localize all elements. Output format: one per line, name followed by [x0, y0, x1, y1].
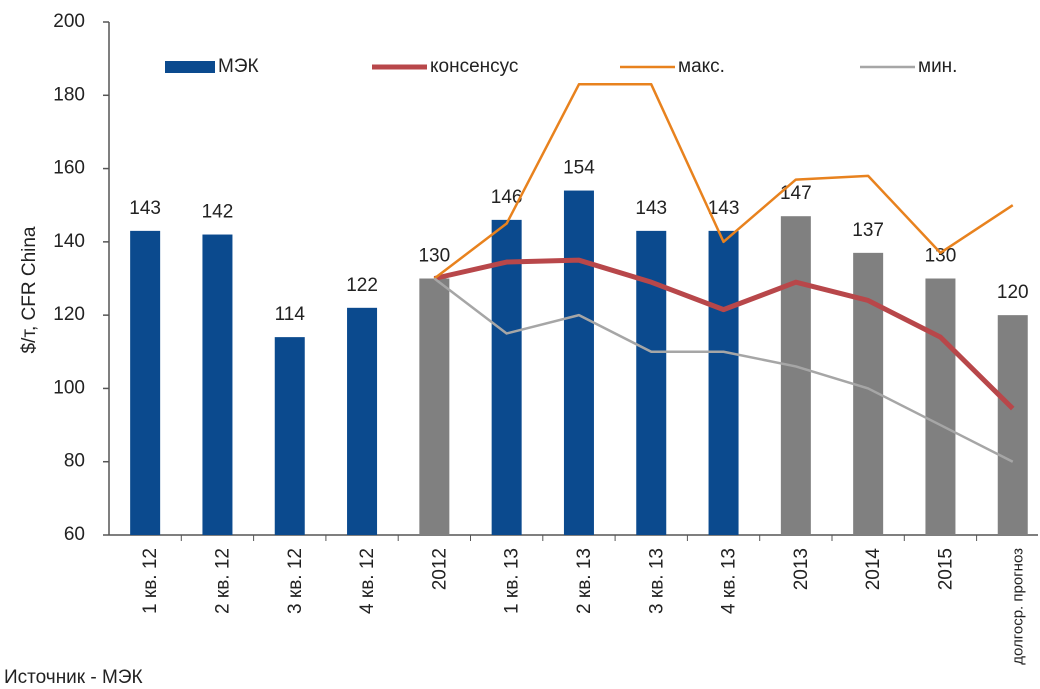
bar	[997, 315, 1028, 535]
bar	[202, 234, 233, 535]
x-tick-label: 4 кв. 13	[719, 548, 740, 614]
data-label: 137	[852, 220, 884, 241]
x-tick-label: 1 кв. 13	[502, 548, 523, 614]
x-tick-label: 2014	[863, 548, 884, 591]
bar	[419, 278, 450, 535]
data-label: 130	[418, 246, 450, 267]
y-tick-label: 200	[53, 11, 85, 32]
bar	[347, 307, 378, 535]
x-tick-label: 2 кв. 12	[212, 548, 233, 614]
y-tick-label: 100	[53, 377, 85, 398]
x-tick-label: 2013	[791, 548, 812, 590]
x-tick-label: 4 кв. 12	[357, 548, 378, 614]
legend-label: МЭК	[218, 56, 259, 77]
bar	[925, 278, 956, 535]
y-tick-label: 60	[64, 524, 85, 545]
line-series	[433, 277, 1014, 463]
y-tick-label: 140	[53, 231, 85, 252]
data-label: 143	[635, 198, 667, 219]
y-tick-label: 120	[53, 304, 85, 325]
data-label: 147	[780, 183, 812, 204]
data-label: 154	[563, 158, 595, 179]
line-series	[433, 83, 1014, 280]
bar	[274, 337, 305, 535]
data-label: 142	[202, 202, 234, 223]
data-label: 122	[346, 275, 378, 296]
y-axis-label: $/т, CFR China	[19, 226, 40, 353]
data-label: 120	[997, 282, 1029, 303]
x-tick-label: 2012	[429, 548, 450, 590]
y-tick-label: 180	[53, 84, 85, 105]
legend-label: макс.	[678, 56, 725, 77]
y-tick-label: 80	[64, 451, 85, 472]
x-tick-label: 2 кв. 13	[574, 548, 595, 614]
legend-label: мин.	[918, 56, 957, 77]
source-note: Источник - МЭК	[4, 667, 143, 688]
bar	[708, 230, 739, 535]
x-tick-label: 1 кв. 12	[140, 548, 161, 614]
bar	[491, 219, 522, 535]
x-tick-label: 2015	[935, 548, 956, 590]
y-tick-label: 160	[53, 158, 85, 179]
bar	[563, 190, 594, 536]
data-label: 143	[129, 198, 161, 219]
data-label: 130	[925, 246, 957, 267]
bar	[780, 216, 811, 535]
x-tick-label: долгоср. прогноз	[1010, 548, 1027, 665]
data-label: 146	[491, 187, 523, 208]
x-tick-label: 3 кв. 13	[646, 548, 667, 614]
line-series	[433, 257, 1015, 411]
legend-swatch	[165, 61, 215, 73]
data-label: 114	[275, 304, 306, 325]
legend-label: консенсус	[430, 56, 518, 77]
x-tick-label: 3 кв. 12	[285, 548, 306, 614]
bar	[130, 230, 161, 535]
data-label: 143	[708, 198, 740, 219]
